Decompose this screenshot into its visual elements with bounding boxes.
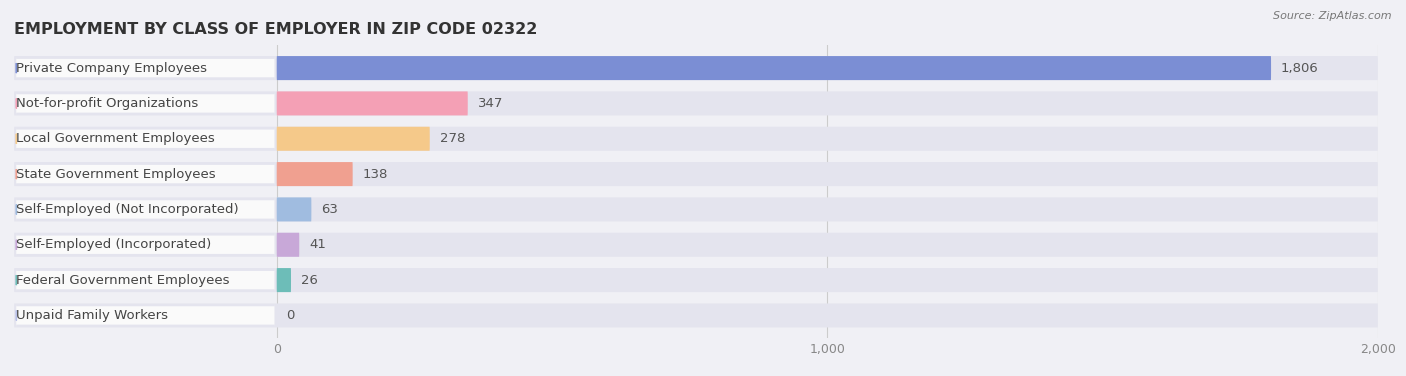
- FancyBboxPatch shape: [14, 303, 1378, 327]
- FancyBboxPatch shape: [17, 85, 274, 121]
- FancyBboxPatch shape: [277, 56, 1271, 80]
- Text: 0: 0: [287, 309, 295, 322]
- FancyBboxPatch shape: [14, 127, 1378, 151]
- FancyBboxPatch shape: [277, 162, 353, 186]
- Text: Self-Employed (Incorporated): Self-Employed (Incorporated): [17, 238, 212, 251]
- Text: Unpaid Family Workers: Unpaid Family Workers: [17, 309, 169, 322]
- Text: EMPLOYMENT BY CLASS OF EMPLOYER IN ZIP CODE 02322: EMPLOYMENT BY CLASS OF EMPLOYER IN ZIP C…: [14, 22, 537, 37]
- FancyBboxPatch shape: [17, 191, 274, 227]
- FancyBboxPatch shape: [14, 268, 1378, 292]
- FancyBboxPatch shape: [277, 127, 430, 151]
- FancyBboxPatch shape: [17, 227, 274, 263]
- FancyBboxPatch shape: [17, 262, 274, 298]
- FancyBboxPatch shape: [14, 197, 1378, 221]
- Text: 41: 41: [309, 238, 326, 251]
- Text: Source: ZipAtlas.com: Source: ZipAtlas.com: [1274, 11, 1392, 21]
- Text: Not-for-profit Organizations: Not-for-profit Organizations: [17, 97, 198, 110]
- FancyBboxPatch shape: [17, 50, 274, 86]
- Text: 1,806: 1,806: [1281, 62, 1319, 74]
- Text: 63: 63: [322, 203, 339, 216]
- Text: Private Company Employees: Private Company Employees: [17, 62, 208, 74]
- FancyBboxPatch shape: [14, 233, 1378, 257]
- Text: Self-Employed (Not Incorporated): Self-Employed (Not Incorporated): [17, 203, 239, 216]
- Text: 26: 26: [301, 274, 318, 287]
- Text: Local Government Employees: Local Government Employees: [17, 132, 215, 145]
- Text: State Government Employees: State Government Employees: [17, 168, 217, 180]
- FancyBboxPatch shape: [277, 197, 311, 221]
- FancyBboxPatch shape: [277, 268, 291, 292]
- FancyBboxPatch shape: [17, 121, 274, 157]
- Text: 347: 347: [478, 97, 503, 110]
- Text: Federal Government Employees: Federal Government Employees: [17, 274, 231, 287]
- FancyBboxPatch shape: [17, 297, 274, 334]
- FancyBboxPatch shape: [17, 156, 274, 192]
- FancyBboxPatch shape: [14, 162, 1378, 186]
- FancyBboxPatch shape: [277, 233, 299, 257]
- Text: 138: 138: [363, 168, 388, 180]
- FancyBboxPatch shape: [277, 91, 468, 115]
- FancyBboxPatch shape: [14, 56, 1378, 80]
- FancyBboxPatch shape: [14, 91, 1378, 115]
- Text: 278: 278: [440, 132, 465, 145]
